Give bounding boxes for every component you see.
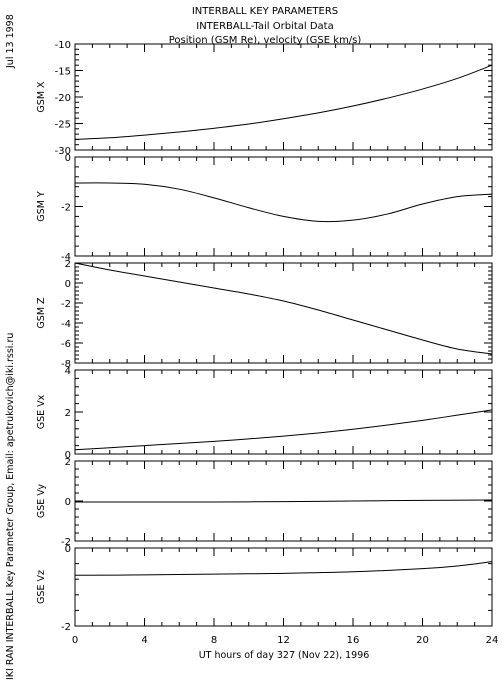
panel-gsm-z: -8 -6 -4 -2 0 2 GSM Z	[36, 259, 493, 370]
y-tick-label: -4	[61, 252, 71, 263]
panel-frame	[74, 547, 493, 627]
panel-gsm-y: -4 -2 0 GSM Y	[36, 153, 493, 263]
panel-frame	[74, 262, 493, 364]
panel-frame	[74, 156, 493, 257]
y-tick-label: 0	[65, 279, 71, 290]
panel-gse-vz: -2 0 GSE Vz	[36, 544, 493, 633]
y-tick-label: -25	[55, 120, 71, 131]
y-axis-label: GSM X	[36, 81, 47, 113]
y-axis-label: GSE Vz	[36, 570, 47, 604]
y-tick-label: -20	[55, 93, 71, 104]
x-tick-label: 16	[347, 635, 360, 646]
y-tick-label: 0	[65, 153, 71, 164]
series-line-gse-vz	[74, 561, 493, 576]
y-axis-label: GSE Vx	[36, 394, 47, 429]
panel-gsm-x: -30 -25 -20 -15 -10 GSM X	[36, 40, 493, 157]
y-tick-label: -2	[61, 537, 71, 548]
title-line-2: INTERBALL-Tail Orbital Data	[196, 21, 333, 32]
y-tick-label: 4	[65, 366, 71, 377]
title-line-1: INTERBALL KEY PARAMETERS	[192, 6, 338, 17]
y-tick-label: -2	[61, 299, 71, 310]
x-axis: 0 4 8 12 16 20 24	[72, 635, 499, 646]
panel-gse-vx: 0 2 4 GSE Vx	[36, 366, 493, 461]
x-tick-label: 8	[211, 635, 217, 646]
x-tick-label: 0	[72, 635, 78, 646]
x-tick-label: 4	[141, 635, 147, 646]
series-line-gse-vy	[75, 499, 493, 503]
y-tick-label: -4	[61, 319, 71, 330]
y-tick-label: 2	[65, 457, 71, 468]
y-tick-label: 0	[65, 450, 71, 461]
series-line-gsm-y	[74, 182, 493, 223]
y-tick-label: -2	[61, 622, 71, 633]
y-tick-label: -2	[61, 203, 71, 214]
series-line-gsm-z	[74, 262, 493, 355]
credit-label: IKI RAN INTERBALL Key Parameter Group, E…	[5, 333, 16, 680]
y-tick-label: 0	[65, 497, 71, 508]
panel-frame	[74, 43, 493, 151]
y-axis-label: GSM Y	[36, 191, 47, 222]
x-tick-label: 20	[416, 635, 429, 646]
x-axis-label: UT hours of day 327 (Nov 22), 1996	[199, 650, 370, 661]
x-tick-label: 12	[277, 635, 290, 646]
title-block: INTERBALL KEY PARAMETERS INTERBALL-Tail …	[169, 6, 362, 46]
series-line-gse-vx	[74, 409, 493, 451]
series-line-gsm-x	[74, 64, 493, 140]
y-axis-label: GSM Z	[36, 297, 47, 329]
y-tick-label: 2	[65, 408, 71, 419]
x-tick-label: 24	[486, 635, 499, 646]
y-tick-label: -30	[55, 146, 71, 157]
date-label: Jul 13 1998	[5, 14, 16, 69]
title-line-3: Position (GSM Re), velocity (GSE km/s)	[169, 35, 362, 46]
y-tick-label: 0	[65, 544, 71, 555]
y-tick-label: -15	[55, 67, 71, 78]
y-axis-label: GSE Vy	[36, 483, 47, 518]
y-tick-label: -6	[61, 339, 71, 350]
y-tick-label: -8	[61, 359, 71, 370]
panel-gse-vy: -2 0 2 GSE Vy	[36, 457, 493, 548]
panel-frame	[74, 460, 493, 542]
y-tick-label: -10	[55, 40, 71, 51]
y-tick-label: 2	[65, 259, 71, 270]
panel-frame	[74, 369, 493, 455]
